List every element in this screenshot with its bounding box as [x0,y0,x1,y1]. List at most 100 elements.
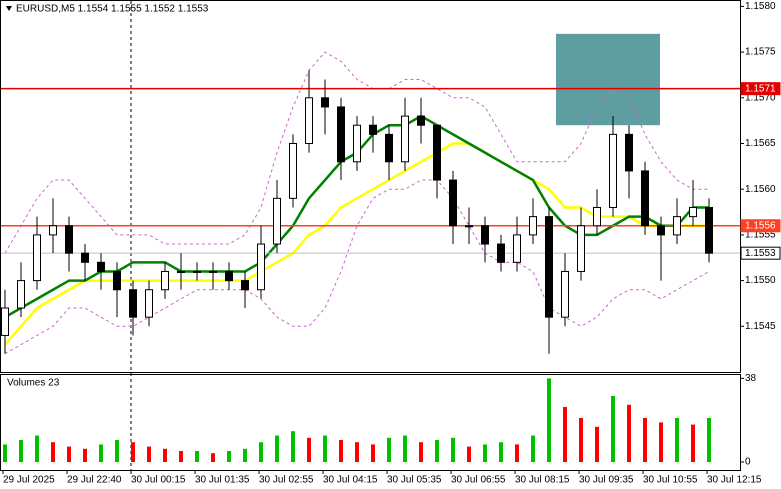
volume-bar [675,418,679,462]
level-label: 1.1571 [745,83,776,94]
y-tick-label: 1.1555 [745,230,776,241]
candle-body [433,124,441,181]
volume-bar [211,453,215,462]
volume-bar [307,437,311,462]
candle-body [129,289,137,318]
x-tick-label: 29 Jul 2025 [3,475,55,486]
candle-body [97,261,105,272]
candle-body [593,206,601,227]
volume-bar [131,442,135,462]
candle-body [145,289,153,318]
candle-body [193,270,201,273]
y-tick-label: 1.1575 [745,47,776,58]
candle-body [33,234,41,282]
volume-bar [643,418,647,462]
volume-bar [499,442,503,462]
y-tick-label: 1.1565 [745,138,776,149]
candle-body [321,97,329,108]
volume-bar [419,442,423,462]
candle-body [369,124,377,135]
title-icon [6,6,12,11]
level-label-box [740,246,781,260]
candle-body [305,97,313,144]
candle-body [673,216,681,236]
candle-body [465,225,473,228]
candle-body [561,270,569,318]
candle-body [657,225,665,236]
volume-bar [339,440,343,462]
candle-body [241,280,249,291]
y-tick-label: 1.1570 [745,92,776,103]
y-tick-label: 1.1560 [745,184,776,195]
volume-bar [147,446,151,462]
x-tick-label: 30 Jul 02:55 [259,475,314,486]
volume-panel [0,374,741,471]
x-tick-label: 30 Jul 10:55 [643,475,698,486]
volume-bar [115,440,119,462]
volume-bar [515,444,519,462]
volume-bar [483,444,487,462]
candle-body [417,115,425,126]
volume-bar [51,442,55,462]
candle-body [609,133,617,208]
volume-bar [227,451,231,462]
candle-body [113,270,121,291]
volume-bar [627,404,631,462]
level-label-box [740,219,781,233]
volume-bar [531,435,535,462]
x-tick-label: 30 Jul 08:15 [515,475,570,486]
indicator-line [4,51,709,254]
volume-bar [547,378,551,462]
volume-bar [435,440,439,462]
volume-bar [707,418,711,462]
volume-bar [99,444,103,462]
volume-bar [67,446,71,462]
volume-bar [179,451,183,462]
volume-bar [355,442,359,462]
y-tick-label: 1.1580 [745,1,776,12]
volume-bar [691,424,695,462]
candle-body [81,252,89,263]
candle-body [577,225,585,272]
candle-body [481,225,489,245]
candle-body [209,270,217,273]
x-tick-label: 30 Jul 06:55 [451,475,506,486]
volume-bar [259,442,263,462]
candle-body [177,270,185,273]
volume-bar [3,444,7,462]
zone [556,33,660,126]
candle-body [225,270,233,282]
volume-bar [387,437,391,462]
y-tick-label: 1.1545 [745,321,776,332]
volume-bar [275,435,279,462]
volume-bar [579,418,583,462]
candle-body [337,106,345,163]
candle-body [289,142,297,199]
volume-bar [595,426,599,462]
candle-body [529,216,537,236]
candle-body [353,124,361,163]
volume-bar [19,440,23,462]
candle-body [49,225,57,236]
volume-bar [195,451,199,462]
candle-body [257,243,265,291]
volume-bar [371,444,375,462]
candle-body [625,133,633,172]
volume-tick-label: 38 [745,373,757,384]
candle-body [513,234,521,263]
volume-bar [467,446,471,462]
volume-bar [323,435,327,462]
level-label-box [740,82,781,96]
candle-body [545,216,553,318]
x-tick-label: 30 Jul 05:35 [387,475,442,486]
x-tick-label: 30 Jul 04:15 [323,475,378,486]
candle-body [401,115,409,163]
candle-body [161,270,169,291]
candle-body [641,170,649,227]
volume-title: Volumes 23 [7,378,60,389]
candle-body [449,179,457,227]
x-tick-label: 30 Jul 00:15 [131,475,186,486]
volume-bar [291,431,295,462]
